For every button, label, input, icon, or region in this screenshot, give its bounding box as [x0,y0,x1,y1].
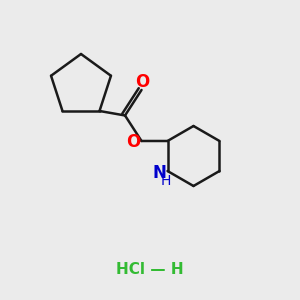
Text: H: H [160,174,171,188]
Text: O: O [135,73,149,91]
Text: O: O [126,134,140,152]
Text: N: N [152,164,166,181]
Text: HCl — H: HCl — H [116,262,184,278]
